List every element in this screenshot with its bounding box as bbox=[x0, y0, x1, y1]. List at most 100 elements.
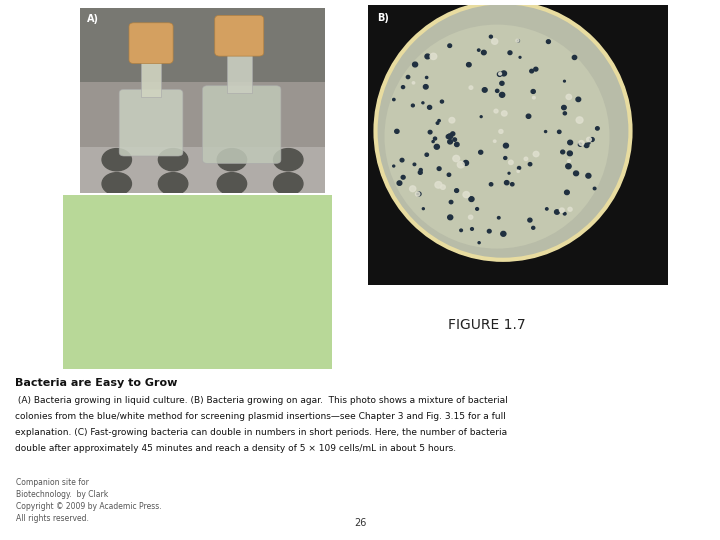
Text: B): B) bbox=[377, 14, 389, 23]
Circle shape bbox=[564, 80, 565, 82]
Circle shape bbox=[557, 130, 561, 133]
Circle shape bbox=[574, 171, 579, 176]
Circle shape bbox=[518, 166, 521, 170]
Y-axis label: Cells per mL x 10⁸: Cells per mL x 10⁸ bbox=[82, 240, 89, 304]
Circle shape bbox=[441, 100, 444, 103]
Circle shape bbox=[546, 40, 550, 44]
Circle shape bbox=[517, 170, 519, 172]
Circle shape bbox=[490, 183, 492, 186]
Circle shape bbox=[554, 210, 559, 214]
Circle shape bbox=[528, 163, 532, 166]
Circle shape bbox=[587, 137, 591, 141]
Text: Companion site for: Companion site for bbox=[16, 478, 89, 487]
Circle shape bbox=[561, 150, 564, 154]
FancyBboxPatch shape bbox=[215, 16, 264, 56]
Circle shape bbox=[593, 187, 596, 190]
Circle shape bbox=[546, 208, 548, 210]
Circle shape bbox=[508, 51, 512, 55]
Circle shape bbox=[428, 105, 432, 109]
Circle shape bbox=[451, 132, 455, 136]
Circle shape bbox=[499, 130, 503, 133]
Circle shape bbox=[437, 167, 441, 171]
Bar bbox=[141, 56, 161, 97]
Circle shape bbox=[463, 160, 469, 165]
Circle shape bbox=[526, 114, 531, 118]
Circle shape bbox=[436, 122, 438, 124]
Circle shape bbox=[102, 148, 132, 171]
Circle shape bbox=[274, 173, 303, 195]
Circle shape bbox=[576, 117, 583, 123]
Circle shape bbox=[493, 140, 496, 143]
Circle shape bbox=[531, 226, 535, 230]
Circle shape bbox=[480, 116, 482, 118]
Circle shape bbox=[534, 151, 539, 157]
Circle shape bbox=[423, 208, 424, 210]
Circle shape bbox=[102, 173, 132, 195]
FancyBboxPatch shape bbox=[129, 23, 173, 64]
Circle shape bbox=[217, 148, 246, 171]
Circle shape bbox=[425, 153, 428, 156]
Text: Copyright © 2009 by Academic Press.: Copyright © 2009 by Academic Press. bbox=[16, 502, 161, 511]
Circle shape bbox=[579, 140, 584, 145]
Circle shape bbox=[564, 190, 570, 194]
Circle shape bbox=[517, 39, 519, 42]
Circle shape bbox=[426, 76, 428, 78]
Circle shape bbox=[423, 85, 428, 89]
Circle shape bbox=[158, 148, 188, 171]
Circle shape bbox=[585, 143, 589, 147]
Text: All rights reserved.: All rights reserved. bbox=[16, 514, 89, 523]
Circle shape bbox=[411, 104, 414, 107]
Circle shape bbox=[566, 94, 572, 99]
Circle shape bbox=[402, 86, 405, 89]
Circle shape bbox=[438, 119, 440, 122]
Circle shape bbox=[595, 127, 599, 130]
Circle shape bbox=[469, 86, 473, 89]
Circle shape bbox=[508, 160, 513, 165]
Circle shape bbox=[274, 148, 303, 171]
Circle shape bbox=[478, 242, 480, 244]
Ellipse shape bbox=[376, 2, 631, 260]
Text: Doubling time
(approx.
45 min.): Doubling time (approx. 45 min.) bbox=[251, 313, 289, 330]
Circle shape bbox=[503, 143, 508, 148]
Circle shape bbox=[392, 165, 395, 167]
Circle shape bbox=[482, 87, 487, 92]
Text: Bacteria are Easy to Grow: Bacteria are Easy to Grow bbox=[15, 378, 177, 388]
Circle shape bbox=[441, 185, 445, 190]
Circle shape bbox=[562, 105, 566, 110]
Circle shape bbox=[500, 92, 505, 97]
Text: FIGURE 1.7: FIGURE 1.7 bbox=[448, 318, 526, 332]
Circle shape bbox=[469, 197, 474, 201]
Circle shape bbox=[410, 186, 416, 192]
Circle shape bbox=[566, 164, 571, 168]
Circle shape bbox=[453, 138, 456, 141]
Circle shape bbox=[392, 98, 395, 100]
Text: colonies from the blue/white method for screening plasmid insertions—see Chapter: colonies from the blue/white method for … bbox=[15, 412, 506, 421]
Circle shape bbox=[413, 62, 418, 67]
Circle shape bbox=[400, 158, 404, 162]
Circle shape bbox=[449, 118, 455, 123]
Circle shape bbox=[501, 71, 506, 76]
Circle shape bbox=[469, 215, 473, 219]
Circle shape bbox=[500, 82, 504, 85]
Circle shape bbox=[395, 129, 399, 133]
Circle shape bbox=[406, 76, 410, 79]
Circle shape bbox=[415, 192, 420, 196]
Bar bbox=[214, 207, 246, 337]
Circle shape bbox=[457, 161, 464, 168]
Circle shape bbox=[519, 56, 521, 58]
Circle shape bbox=[454, 143, 459, 146]
Circle shape bbox=[482, 50, 486, 55]
Circle shape bbox=[422, 102, 424, 104]
Circle shape bbox=[588, 142, 590, 144]
Ellipse shape bbox=[384, 25, 610, 248]
Circle shape bbox=[530, 69, 534, 73]
Circle shape bbox=[498, 217, 500, 219]
Circle shape bbox=[419, 168, 422, 171]
Circle shape bbox=[453, 156, 459, 161]
Circle shape bbox=[502, 111, 507, 116]
Bar bbox=[80, 8, 325, 82]
Circle shape bbox=[454, 188, 459, 192]
Circle shape bbox=[460, 229, 462, 232]
Circle shape bbox=[446, 134, 451, 139]
Circle shape bbox=[430, 53, 437, 59]
